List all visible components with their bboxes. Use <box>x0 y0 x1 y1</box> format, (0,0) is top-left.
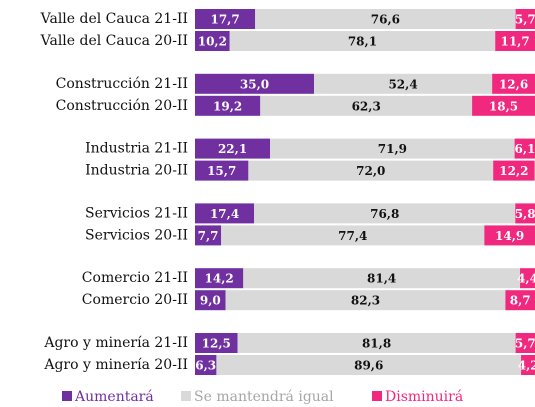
value-label: 18,5 <box>489 99 518 113</box>
value-label: 6,3 <box>195 359 216 373</box>
bar-segment <box>195 160 249 181</box>
category-label: Industria 20-II <box>85 163 188 179</box>
value-label: 5,7 <box>515 337 535 351</box>
category-label: Servicios 20-II <box>85 227 188 243</box>
category-label: Construcción 20-II <box>56 98 188 114</box>
bar-segment <box>195 290 226 311</box>
legend-swatch <box>62 391 72 401</box>
bar-segment <box>505 290 535 311</box>
bar-segment <box>195 203 255 224</box>
bar-segment <box>195 268 244 289</box>
value-label: 71,9 <box>378 142 407 156</box>
category-label: Construcción 21-II <box>56 76 188 92</box>
value-label: 62,3 <box>352 99 381 113</box>
bar-segment <box>195 31 230 51</box>
value-label: 9,0 <box>200 294 221 308</box>
bar-segment <box>495 31 535 51</box>
value-label: 76,8 <box>370 207 399 221</box>
bar-segment <box>520 268 535 289</box>
legend-label: Se mantendrá igual <box>194 389 334 405</box>
value-label: 11,7 <box>500 35 529 49</box>
value-label: 22,1 <box>218 142 247 156</box>
value-label: 15,7 <box>207 164 236 178</box>
category-label: Valle del Cauca 20-II <box>40 33 188 49</box>
value-label: 82,3 <box>351 294 380 308</box>
bar-segment <box>270 138 515 159</box>
value-label: 4,4 <box>517 272 535 286</box>
bar-segment <box>243 268 521 289</box>
bar-segment <box>521 355 535 375</box>
category-label: Servicios 21-II <box>85 205 188 221</box>
bar-segment <box>515 333 535 353</box>
category-label: Agro y minería 20-II <box>43 357 188 373</box>
bar-segment <box>195 73 314 94</box>
value-label: 17,7 <box>210 13 239 27</box>
value-label: 7,7 <box>198 229 219 243</box>
value-label: 78,1 <box>348 35 377 49</box>
value-label: 35,0 <box>240 77 269 91</box>
value-label: 76,6 <box>371 13 400 27</box>
category-label: Industria 21-II <box>85 141 188 157</box>
value-label: 19,2 <box>213 99 242 113</box>
value-label: 52,4 <box>388 77 417 91</box>
bar-segment <box>254 203 516 224</box>
bar-segment <box>492 73 535 94</box>
value-label: 81,8 <box>362 337 391 351</box>
bar-segment <box>260 95 473 116</box>
bar-segment <box>195 355 217 375</box>
category-label: Comercio 20-II <box>82 292 188 308</box>
bar-segment <box>229 31 496 51</box>
value-label: 81,4 <box>367 272 396 286</box>
value-label: 89,6 <box>354 359 383 373</box>
bar-segment <box>237 333 516 353</box>
value-label: 12,5 <box>202 337 231 351</box>
bar-segment <box>314 73 493 94</box>
bar-segment <box>484 225 535 246</box>
value-label: 6,1 <box>515 142 535 156</box>
bar-segment <box>225 290 506 311</box>
legend-label: Aumentará <box>74 389 154 405</box>
category-label: Comercio 21-II <box>82 270 188 286</box>
value-label: 4,2 <box>518 359 535 373</box>
legend-label: Disminuirá <box>385 389 463 405</box>
bar-segment <box>195 333 238 353</box>
legend-swatch <box>372 391 382 401</box>
bar-segment <box>195 138 271 159</box>
bar-segment <box>255 9 516 29</box>
category-label: Agro y minería 21-II <box>43 335 188 351</box>
bar-segment <box>195 9 256 29</box>
value-label: 72,0 <box>356 164 385 178</box>
value-label: 12,2 <box>499 164 528 178</box>
value-label: 17,4 <box>210 207 239 221</box>
bar-segment <box>515 9 535 29</box>
value-label: 14,9 <box>495 229 524 243</box>
value-label: 12,6 <box>499 77 528 91</box>
value-label: 5,7 <box>515 13 535 27</box>
value-label: 10,2 <box>198 35 227 49</box>
bar-segment <box>493 160 535 181</box>
bar-segment <box>514 138 535 159</box>
bar-segment <box>248 160 494 181</box>
value-label: 14,2 <box>205 272 234 286</box>
bar-segment <box>216 355 522 375</box>
value-label: 8,7 <box>510 294 531 308</box>
category-label: Valle del Cauca 21-II <box>40 11 188 27</box>
legend-swatch <box>181 391 191 401</box>
bar-segment <box>195 95 261 116</box>
bar-segment <box>221 225 485 246</box>
bar-segment <box>195 225 222 246</box>
value-label: 77,4 <box>338 229 367 243</box>
value-label: 5,8 <box>515 207 535 221</box>
bar-segment <box>515 203 535 224</box>
bar-segment <box>472 95 535 116</box>
